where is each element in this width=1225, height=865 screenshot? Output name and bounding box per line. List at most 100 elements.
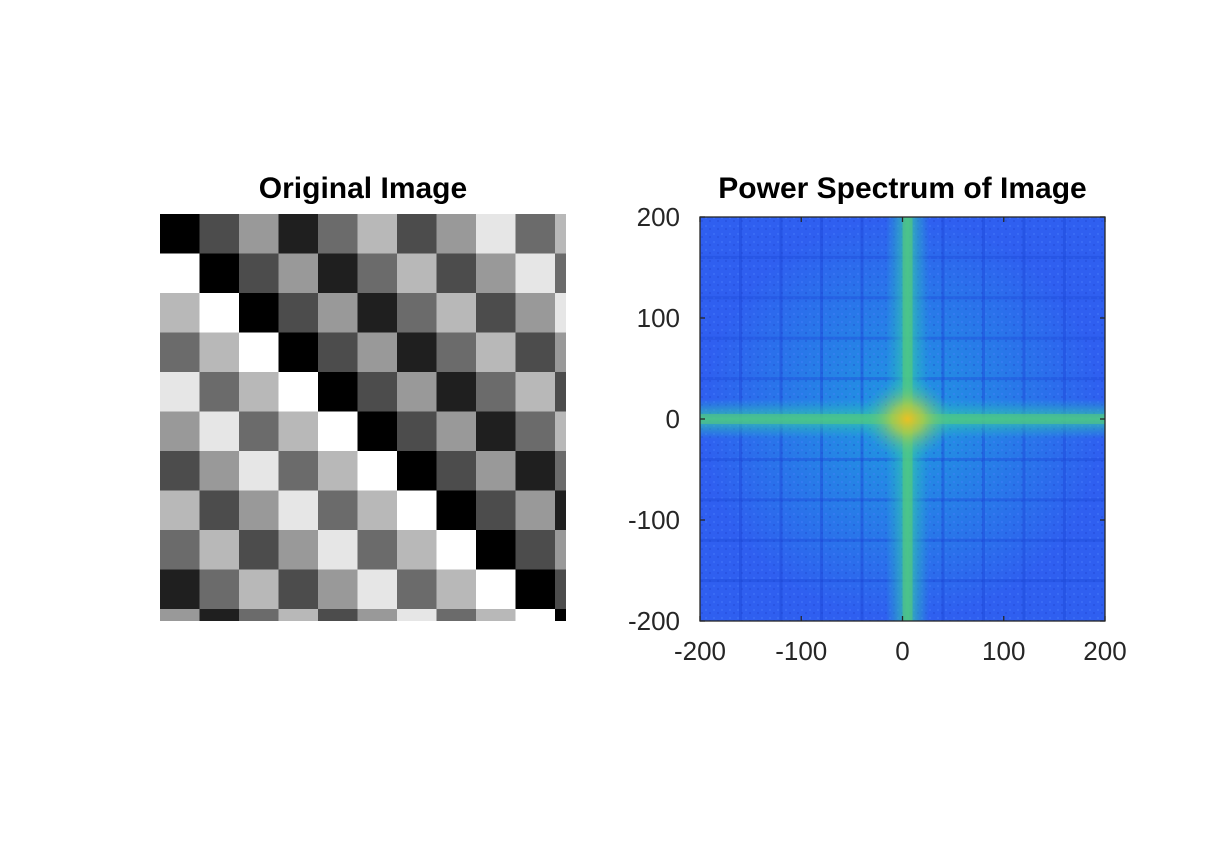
image-cell (357, 530, 398, 570)
image-cell (555, 253, 566, 294)
image-cell (239, 451, 279, 491)
image-cell (318, 253, 358, 294)
image-cell (555, 530, 566, 570)
image-cell (239, 372, 279, 412)
image-cell (515, 451, 556, 491)
image-cell (436, 332, 477, 373)
image-cell (476, 253, 516, 294)
image-cell (436, 372, 477, 412)
image-cell (357, 490, 398, 531)
image-cell (160, 253, 200, 294)
image-cell (199, 214, 240, 254)
image-cell (397, 372, 437, 412)
image-cell (555, 569, 566, 610)
image-cell (436, 490, 477, 531)
image-cell (160, 569, 200, 610)
image-cell (555, 332, 566, 373)
image-cell (476, 372, 516, 412)
image-cell (357, 332, 398, 373)
x-tick-label: 0 (895, 636, 909, 666)
image-cell (278, 490, 319, 531)
image-cell (160, 451, 200, 491)
image-cell (397, 214, 437, 254)
image-cell (278, 372, 319, 412)
image-cell (239, 332, 279, 373)
image-cell (160, 372, 200, 412)
image-cell (318, 609, 358, 621)
image-cell (278, 451, 319, 491)
image-cell (357, 451, 398, 491)
image-cell (239, 293, 279, 333)
image-cell (199, 609, 240, 621)
image-cell (515, 490, 556, 531)
image-cell (318, 569, 358, 610)
power-spectrum-image (700, 217, 1105, 621)
image-cell (160, 411, 200, 452)
image-cell (199, 372, 240, 412)
image-cell (318, 214, 358, 254)
image-cell (278, 530, 319, 570)
image-cell (397, 411, 437, 452)
image-cell (515, 214, 556, 254)
image-cell (199, 569, 240, 610)
image-cell (357, 609, 398, 621)
image-cell (476, 490, 516, 531)
image-cell (318, 411, 358, 452)
spectrum-peak (862, 379, 953, 459)
image-cell (397, 253, 437, 294)
image-cell (199, 451, 240, 491)
image-cell (357, 372, 398, 412)
image-cell (239, 609, 279, 621)
image-cell (199, 490, 240, 531)
image-cell (318, 451, 358, 491)
image-cell (555, 293, 566, 333)
x-tick-label: -100 (775, 636, 827, 666)
image-cell (239, 569, 279, 610)
image-cell (476, 332, 516, 373)
image-cell (436, 293, 477, 333)
image-cell (436, 214, 477, 254)
image-cell (239, 253, 279, 294)
image-cell (318, 293, 358, 333)
image-cell (278, 411, 319, 452)
image-cell (199, 332, 240, 373)
image-cell (436, 451, 477, 491)
image-cell (239, 490, 279, 531)
image-cell (318, 490, 358, 531)
image-cell (160, 332, 200, 373)
x-tick-label: -200 (674, 636, 726, 666)
image-cell (555, 411, 566, 452)
image-cell (397, 609, 437, 621)
y-tick-label: 200 (637, 202, 680, 232)
image-cell (397, 451, 437, 491)
image-cell (397, 293, 437, 333)
image-cell (239, 411, 279, 452)
y-tick-label: -100 (628, 505, 680, 535)
image-cell (318, 332, 358, 373)
image-cell (555, 609, 566, 621)
image-cell (160, 214, 200, 254)
image-cell (436, 411, 477, 452)
image-cell (397, 332, 437, 373)
image-cell (476, 569, 516, 610)
image-cell (199, 411, 240, 452)
image-cell (278, 569, 319, 610)
image-cell (476, 530, 516, 570)
image-cell (515, 253, 556, 294)
image-cell (160, 530, 200, 570)
image-cell (515, 530, 556, 570)
original-image-title: Original Image (258, 172, 468, 205)
image-cell (436, 530, 477, 570)
y-tick-label: 0 (666, 404, 680, 434)
image-cell (278, 293, 319, 333)
image-cell (199, 530, 240, 570)
image-cell (160, 609, 200, 621)
image-cell (436, 253, 477, 294)
image-cell (515, 609, 556, 621)
y-tick-label: -200 (628, 606, 680, 636)
image-cell (160, 293, 200, 333)
image-cell (397, 569, 437, 610)
image-cell (476, 214, 516, 254)
x-tick-label: 100 (982, 636, 1025, 666)
image-cell (515, 411, 556, 452)
